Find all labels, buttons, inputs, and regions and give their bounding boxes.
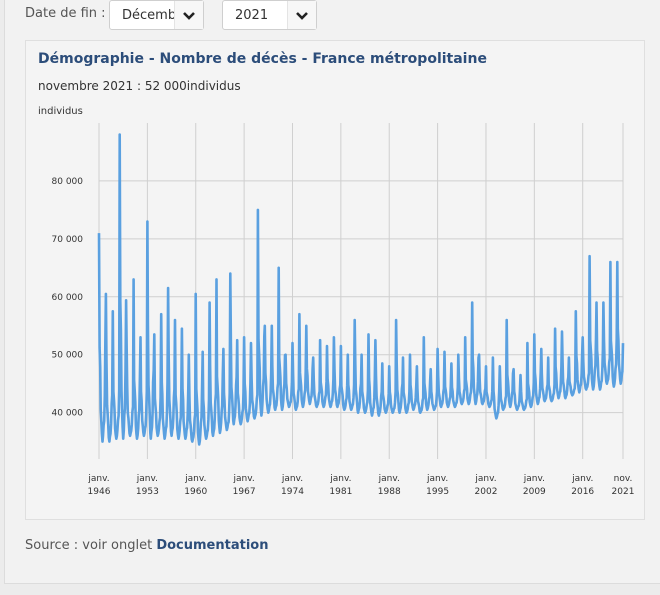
y-tick-label: 40 000 — [52, 409, 84, 419]
chart-panel: 40 000 50 000 60 000 70 000 80 000 janv. 1946 j… — [25, 40, 645, 520]
y-tick-label: 70 000 — [52, 235, 84, 245]
x-tick-label-year: 1953 — [136, 487, 159, 497]
x-tick-label-year: 1974 — [281, 487, 304, 497]
chevron-down-icon — [174, 1, 203, 29]
x-tick-label-month: janv. — [571, 474, 593, 484]
end-month-select[interactable]: Décembr — [109, 0, 204, 30]
x-tick-label-year: 1981 — [329, 487, 352, 497]
x-tick-label-year: 2021 — [612, 487, 635, 497]
end-year-select[interactable]: 2021 — [222, 0, 317, 30]
x-tick-label-year: 1988 — [378, 487, 401, 497]
source-prefix: Source : voir onglet — [25, 538, 153, 553]
x-tick-label-month: janv. — [523, 474, 545, 484]
end-date-label: Date de fin : — [25, 6, 106, 21]
documentation-link[interactable]: Documentation — [156, 538, 269, 553]
chevron-down-icon — [287, 1, 316, 29]
x-tick-label-month: janv. — [474, 474, 496, 484]
x-tick-label-year: 1946 — [88, 487, 111, 497]
x-tick-label-year: 1995 — [426, 487, 449, 497]
x-tick-label-month: janv. — [136, 474, 158, 484]
y-axis-label: individus — [38, 106, 83, 117]
y-tick-label: 50 000 — [52, 351, 84, 361]
source-note: Source : voir onglet Documentation — [25, 538, 268, 553]
chart-subtitle: novembre 2021 : 52 000individus — [38, 79, 241, 93]
y-tick-label: 80 000 — [52, 177, 84, 187]
chart-title: Démographie - Nombre de décès - France m… — [38, 51, 487, 67]
end-year-value: 2021 — [235, 8, 269, 23]
series-line-deces — [97, 133, 625, 446]
page: Date de fin : Décembr 2021 40 000 50 000 6… — [4, 0, 660, 584]
x-tick-label-year: 2009 — [523, 487, 546, 497]
x-tick-label-year: 1960 — [184, 487, 207, 497]
x-tick-label-month: janv. — [378, 474, 400, 484]
x-tick-label-year: 2016 — [571, 487, 594, 497]
x-tick-label-month: janv. — [281, 474, 303, 484]
x-tick-label-year: 1967 — [233, 487, 256, 497]
y-tick-label: 60 000 — [52, 293, 84, 303]
x-tick-label-month: janv. — [329, 474, 351, 484]
x-tick-label-month: janv. — [184, 474, 206, 484]
x-tick-label-year: 2002 — [475, 487, 498, 497]
x-tick-label-month: janv. — [87, 474, 109, 484]
x-tick-label-month: janv. — [426, 474, 448, 484]
chart-canvas: 40 000 50 000 60 000 70 000 80 000 janv. 1946 j… — [38, 106, 635, 497]
x-tick-label-month: nov. — [614, 474, 633, 484]
x-tick-label-month: janv. — [233, 474, 255, 484]
end-month-value: Décembr — [122, 8, 178, 23]
